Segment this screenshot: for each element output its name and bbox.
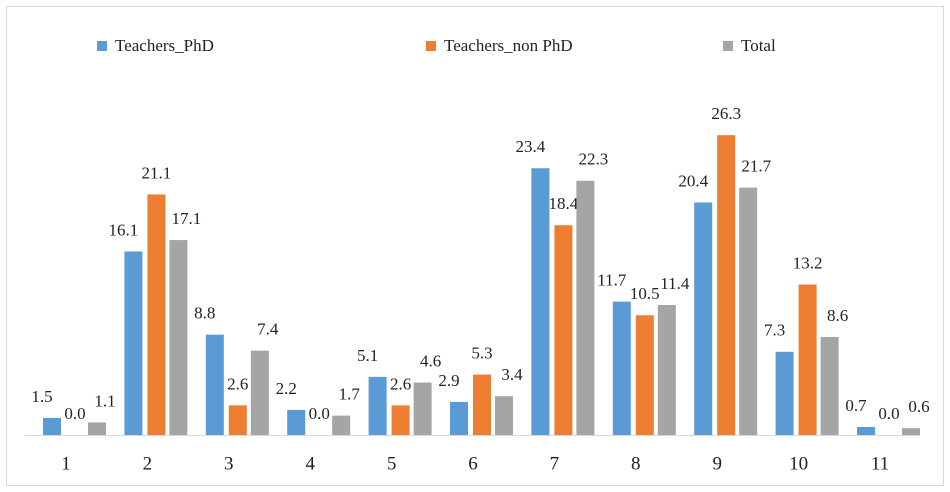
legend-label: Teachers_PhD [115,36,214,55]
bar [450,401,468,435]
bar [169,240,188,435]
data-label: 2.6 [227,374,248,393]
data-label: 1.1 [94,391,115,410]
data-label: 5.1 [357,346,378,365]
bar [694,202,713,435]
data-label: 2.2 [276,379,297,398]
data-label: 1.7 [339,385,361,404]
bar [739,187,758,435]
bar [857,427,875,435]
bar [902,428,920,435]
data-label: 2.6 [390,374,411,393]
bar [368,376,387,435]
legend-swatch [97,41,107,51]
data-label: 0.0 [64,404,85,423]
bar [554,225,573,435]
bar [332,415,351,435]
data-label: 4.6 [420,351,441,370]
bar [124,251,143,435]
data-label: 13.2 [793,253,823,272]
data-label: 20.4 [678,171,708,190]
bar [228,405,247,435]
x-tick-label: 3 [224,453,234,474]
x-tick-label: 1 [61,453,71,474]
bar [775,351,794,435]
bar [612,301,631,435]
bar [531,168,550,436]
data-label: 3.4 [501,365,523,384]
data-label: 7.3 [764,321,785,340]
data-label: 8.6 [827,306,848,325]
x-tick-label: 11 [871,453,889,474]
bar [205,334,224,435]
data-label: 16.1 [109,220,139,239]
bar [635,315,654,435]
bar [413,382,432,435]
x-tick-label: 4 [305,453,315,474]
bar [657,305,676,435]
data-label: 8.8 [194,304,215,323]
bar [798,284,817,435]
x-tick-label: 8 [631,453,641,474]
data-label: 23.4 [516,137,546,156]
data-label: 5.3 [471,343,492,362]
x-tick-label: 7 [550,453,560,474]
bar [495,396,513,435]
legend-label: Total [741,36,776,55]
bar [391,405,410,435]
bar [576,180,595,435]
data-label: 0.0 [878,404,899,423]
data-label: 17.1 [172,209,202,228]
data-label: 10.5 [630,284,660,303]
bar [147,194,166,435]
data-label: 0.6 [908,397,929,416]
data-label: 22.3 [579,150,609,169]
data-label: 18.4 [549,194,579,213]
x-tick-label: 6 [468,453,478,474]
data-label: 7.4 [257,320,279,339]
legend-swatch [426,41,436,51]
bar [88,422,106,435]
bar [820,336,839,435]
data-label: 11.7 [597,271,627,290]
data-label: 21.7 [741,157,771,176]
data-label: 11.4 [660,274,690,293]
bar [43,417,61,435]
bar [250,350,269,435]
bar [287,409,306,435]
data-label: 2.9 [438,371,459,390]
x-tick-label: 9 [712,453,722,474]
data-label: 1.5 [31,387,52,406]
data-label: 0.7 [845,396,867,415]
bar [717,135,736,435]
legend-label: Teachers_non PhD [444,36,573,55]
x-tick-label: 5 [387,453,397,474]
x-tick-label: 10 [789,453,808,474]
bar [473,374,491,435]
data-label: 26.3 [711,104,741,123]
data-label: 21.1 [142,163,172,182]
legend-swatch [723,41,733,51]
x-tick-label: 2 [143,453,153,474]
data-label: 0.0 [309,404,330,423]
